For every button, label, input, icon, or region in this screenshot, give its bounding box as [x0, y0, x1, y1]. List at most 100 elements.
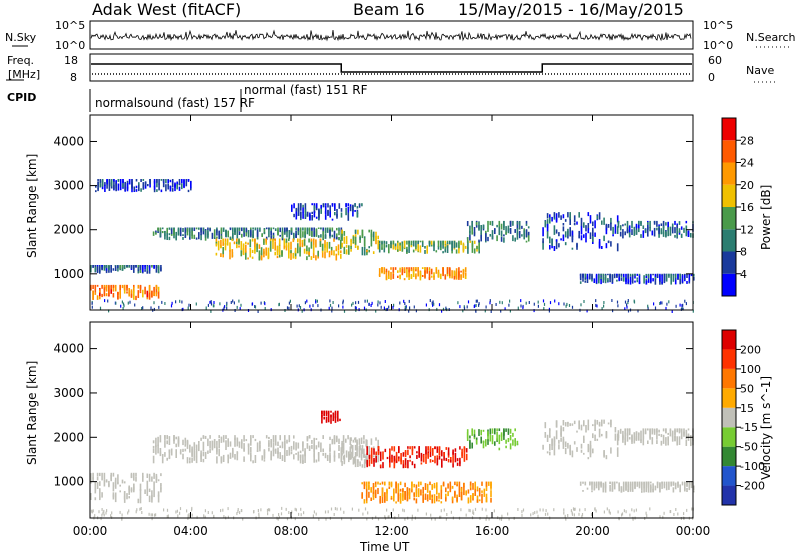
data-cell [151, 513, 154, 517]
data-cell [299, 306, 302, 309]
data-band [466, 428, 519, 451]
data-cell [103, 509, 105, 513]
nave-tick-bottom: 0 [708, 71, 715, 84]
data-cell [166, 515, 168, 519]
data-cell [662, 232, 665, 237]
data-cell [453, 270, 456, 276]
data-cell [288, 306, 290, 310]
data-cell [581, 514, 583, 518]
data-cell [507, 512, 509, 516]
data-cell [595, 299, 597, 303]
data-cell [478, 239, 480, 243]
data-cell [306, 299, 308, 303]
data-cell [690, 442, 692, 446]
nsearch-label: N.Search [746, 31, 796, 44]
data-cell [393, 497, 395, 502]
data-cell [583, 420, 585, 427]
data-cell [227, 438, 229, 443]
data-cell [616, 449, 619, 457]
data-cell [328, 241, 331, 249]
data-cell [625, 481, 627, 491]
data-cell [182, 307, 184, 311]
data-cell [563, 508, 565, 512]
data-cell [320, 442, 322, 453]
data-cell [667, 432, 669, 435]
data-cell [301, 240, 304, 245]
data-cell [317, 452, 320, 462]
data-cell [370, 497, 372, 501]
data-cell [610, 241, 612, 247]
data-cell [404, 458, 407, 468]
data-cell [361, 229, 364, 239]
data-cell [459, 446, 461, 450]
data-cell [268, 437, 270, 440]
data-cell [485, 233, 487, 241]
data-cell [441, 450, 443, 457]
data-cell [294, 251, 297, 258]
data-cell [202, 441, 205, 452]
data-cell [500, 230, 503, 237]
data-cell [411, 489, 413, 493]
data-cell [299, 238, 301, 242]
data-cell [678, 438, 681, 445]
data-cell [638, 224, 640, 229]
data-cell [323, 411, 325, 416]
data-cell [252, 229, 254, 239]
data-cell [126, 187, 129, 192]
data-cell [225, 440, 227, 450]
data-cell [636, 279, 639, 283]
data-cell [587, 228, 590, 234]
data-cell [345, 244, 348, 248]
data-band [321, 410, 341, 424]
data-cell [573, 441, 576, 445]
data-cell [304, 301, 306, 305]
data-cell [618, 488, 620, 492]
data-cell [525, 223, 528, 226]
data-cell [415, 489, 418, 498]
data-cell [476, 499, 479, 503]
data-cell [285, 245, 288, 251]
data-cell [604, 277, 607, 284]
data-cell [357, 245, 359, 250]
data-cell [525, 301, 527, 305]
data-cell [675, 508, 677, 511]
data-cell [138, 182, 140, 185]
data-cell [672, 481, 675, 485]
data-cell [351, 303, 353, 307]
data-cell [265, 435, 268, 439]
data-cell [633, 226, 636, 236]
data-cell [393, 491, 395, 497]
data-cell [422, 494, 424, 503]
data-cell [624, 307, 626, 311]
data-cell [153, 481, 155, 489]
data-cell [299, 450, 302, 454]
data-cell [431, 494, 433, 498]
data-cell [444, 244, 447, 247]
data-cell [633, 300, 636, 304]
data-cell [254, 305, 257, 309]
data-cell [435, 267, 438, 274]
data-cell [500, 237, 503, 242]
data-cell [330, 410, 332, 413]
data-cell [509, 428, 512, 434]
data-cell [337, 250, 340, 256]
data-cell [567, 514, 569, 517]
data-cell [595, 509, 597, 513]
data-cell [487, 431, 489, 441]
data-cell [496, 236, 498, 242]
data-cell [671, 226, 674, 234]
data-cell [293, 441, 295, 450]
data-cell [127, 511, 129, 515]
data-cell [142, 289, 144, 298]
data-cell [99, 180, 102, 188]
data-cell [370, 243, 373, 247]
data-cell [354, 444, 357, 451]
data-cell [324, 452, 327, 459]
data-cell [403, 278, 406, 281]
data-cell [304, 454, 306, 463]
data-cell [333, 450, 336, 458]
data-cell [110, 288, 112, 294]
data-cell [590, 513, 593, 517]
